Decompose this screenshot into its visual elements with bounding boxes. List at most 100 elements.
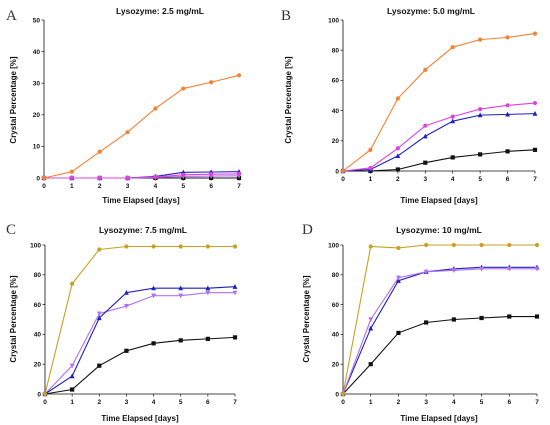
series-line: [44, 173, 240, 179]
x-tick-label: 1: [70, 183, 74, 190]
data-point: [450, 114, 455, 119]
data-point: [96, 311, 102, 317]
x-tick-label: 0: [341, 399, 345, 406]
x-tick-label: 4: [452, 399, 456, 406]
data-point: [97, 175, 102, 181]
chart-title: Lysozyme: 10 mg/mL: [396, 225, 482, 235]
x-tick-label: 2: [97, 399, 101, 406]
x-tick-label: 7: [533, 176, 537, 183]
x-axis-label: Time Elapsed [days]: [102, 196, 180, 205]
data-point: [395, 146, 400, 151]
data-point: [209, 172, 214, 177]
data-point: [181, 86, 186, 91]
y-tick-label: 40: [332, 108, 340, 115]
data-series: [340, 242, 540, 397]
data-point: [97, 149, 102, 154]
data-point: [479, 242, 484, 248]
data-point: [368, 165, 373, 171]
y-tick-label: 100: [328, 17, 339, 24]
data-point: [451, 268, 457, 274]
panel-a: A Lysozyme: 2.5 mg/mL Crystal Percentage…: [6, 6, 242, 205]
data-point: [178, 285, 184, 291]
data-point: [532, 31, 538, 36]
y-axis-label: Crystal Percentage [%]: [9, 275, 18, 362]
data-series: [340, 264, 540, 397]
panel-letter: D: [302, 222, 313, 238]
data-point: [70, 387, 75, 392]
y-tick-label: 10: [33, 144, 41, 151]
data-point: [97, 363, 102, 368]
data-series: [41, 73, 242, 181]
series-line: [43, 74, 240, 179]
plot-area: 0 1 2 3 4 5 6 7 0 20 40 60 80 100: [328, 17, 538, 183]
plot-area: 0 1 2 3 4 5 6 7 0 10 20 30 40 50: [33, 17, 242, 190]
y-tick-label: 20: [34, 362, 42, 369]
x-tick-label: 6: [206, 399, 210, 406]
series-line: [342, 315, 537, 395]
data-point: [396, 245, 401, 251]
series-line: [342, 102, 536, 172]
data-point: [507, 314, 512, 319]
data-point: [534, 314, 540, 319]
data-point: [209, 80, 214, 85]
data-point: [450, 155, 455, 160]
data-point: [451, 317, 456, 322]
series-line: [44, 286, 236, 395]
x-tick-label: 3: [126, 183, 130, 190]
x-tick-label: 7: [535, 399, 539, 406]
y-tick-label: 20: [332, 138, 340, 145]
series-line: [342, 244, 537, 395]
data-point: [42, 391, 48, 397]
data-point: [205, 336, 210, 341]
panel-letter: B: [281, 8, 291, 24]
data-series: [340, 100, 538, 174]
x-tick-label: 7: [233, 399, 237, 406]
data-point: [153, 106, 158, 111]
data-point: [340, 391, 346, 397]
data-point: [532, 147, 538, 152]
x-tick-label: 2: [396, 176, 400, 183]
data-point: [478, 152, 483, 157]
y-tick-label: 20: [33, 112, 41, 119]
panel-letter: A: [6, 8, 17, 24]
x-tick-label: 3: [423, 176, 427, 183]
x-tick-label: 3: [125, 399, 129, 406]
x-tick-label: 1: [369, 399, 373, 406]
y-tick-label: 60: [332, 78, 340, 85]
y-tick-label: 60: [34, 302, 42, 309]
y-tick-label: 100: [30, 242, 41, 249]
x-tick-label: 0: [43, 399, 47, 406]
data-point: [236, 73, 242, 78]
series-line: [342, 33, 536, 172]
x-tick-label: 6: [506, 176, 510, 183]
x-tick-label: 6: [209, 183, 213, 190]
y-tick-label: 80: [332, 272, 340, 279]
y-tick-label: 80: [332, 48, 340, 55]
panel-c: C Lysozyme: 7.5 mg/mL Crystal Percentage…: [6, 222, 238, 423]
data-series: [340, 110, 538, 174]
data-point: [151, 293, 156, 299]
axes-frame: [43, 20, 239, 179]
data-point: [423, 160, 428, 165]
data-point: [368, 325, 374, 331]
data-point: [232, 290, 238, 296]
data-point: [205, 244, 210, 249]
x-tick-label: 0: [42, 183, 46, 190]
data-point: [534, 242, 540, 248]
data-point: [532, 100, 538, 106]
data-point: [506, 266, 512, 272]
plot-area: 0 1 2 3 4 5 6 7 0 20 40 60 80 100: [30, 242, 238, 406]
x-tick-label: 5: [179, 399, 183, 406]
data-point: [395, 153, 401, 158]
data-point: [479, 315, 484, 321]
y-tick-label: 0: [37, 391, 41, 398]
data-point: [125, 130, 130, 135]
series-line: [343, 149, 536, 172]
data-point: [232, 335, 238, 340]
x-tick-label: 7: [237, 183, 241, 190]
data-point: [153, 174, 158, 180]
y-tick-label: 0: [335, 168, 339, 175]
data-point: [124, 348, 129, 353]
x-axis-label: Time Elapsed [days]: [101, 414, 179, 423]
